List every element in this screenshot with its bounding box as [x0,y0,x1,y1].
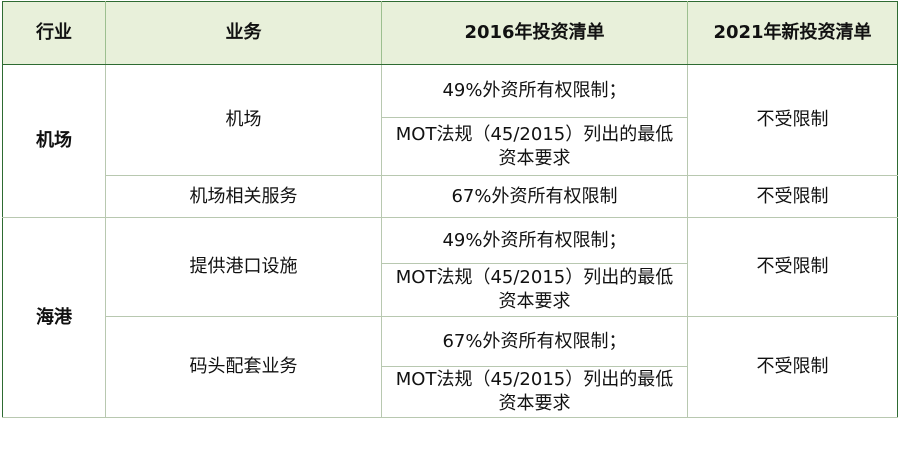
business-cell: 机场 [105,64,382,176]
table-row: 码头配套业务 67%外资所有权限制； 不受限制 [3,316,898,418]
investment-comparison-table: 行业 业务 2016年投资清单 2021年新投资清单 机场 机场 49%外资所有… [2,1,898,418]
restriction-cell: 49%外资所有权限制； [381,217,688,264]
restriction-cell: MOT法规（45/2015）列出的最低资本要求 [381,263,688,317]
restriction-cell: MOT法规（45/2015）列出的最低资本要求 [381,117,688,176]
table-row: 机场 机场 49%外资所有权限制； 不受限制 [2,64,898,218]
business-cell: 码头配套业务 [105,316,382,418]
new-list-cell: 不受限制 [687,316,898,418]
business-cell: 提供港口设施 [105,217,382,317]
restriction-cell: 49%外资所有权限制； [381,64,688,118]
header-list-2021: 2021年新投资清单 [687,1,898,65]
new-list-cell: 不受限制 [687,217,898,317]
restriction-cell: MOT法规（45/2015）列出的最低资本要求 [381,366,688,418]
restriction-cell: 67%外资所有权限制 [381,175,688,218]
table-row: MOT法规（45/2015）列出的最低资本要求 [3,117,898,176]
table-row: MOT法规（45/2015）列出的最低资本要求 [3,366,898,418]
header-business: 业务 [105,1,382,65]
new-list-cell: 不受限制 [687,64,898,176]
industry-cell-seaport: 海港 [2,217,106,418]
table-row: MOT法规（45/2015）列出的最低资本要求 [3,263,898,317]
restriction-cell: 67%外资所有权限制； [381,316,688,367]
business-cell: 机场相关服务 [105,175,382,218]
industry-cell-airport: 机场 [2,64,106,218]
table-row: 机场相关服务 67%外资所有权限制 不受限制 [3,175,898,218]
header-row: 行业 业务 2016年投资清单 2021年新投资清单 [2,1,898,65]
new-list-cell: 不受限制 [687,175,898,218]
header-industry: 行业 [2,1,106,65]
table-row: 海港 提供港口设施 49%外资所有权限制； 不受限制 [2,217,898,418]
header-list-2016: 2016年投资清单 [381,1,688,65]
